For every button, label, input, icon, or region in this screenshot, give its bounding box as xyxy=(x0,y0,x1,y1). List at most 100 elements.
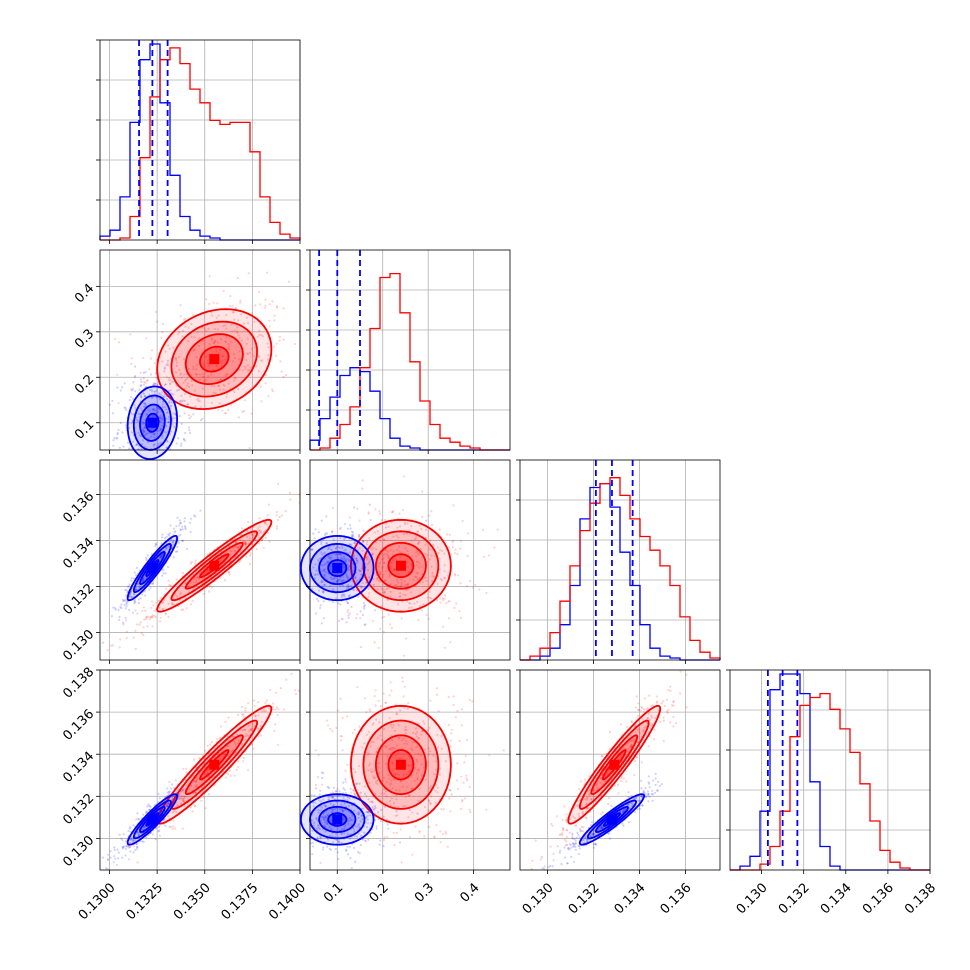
scatter-point-blue xyxy=(118,833,121,836)
scatter-point-blue xyxy=(321,564,324,567)
scatter-point-red xyxy=(573,817,576,820)
scatter-point-red xyxy=(426,764,429,767)
scatter-point-red xyxy=(233,353,236,356)
scatter-point-red xyxy=(266,531,269,534)
scatter-point-red xyxy=(224,552,227,555)
scatter-point-blue xyxy=(173,531,176,534)
scatter-point-red xyxy=(262,709,266,713)
scatter-point-blue xyxy=(357,595,360,598)
scatter-point-blue xyxy=(582,838,585,841)
scatter-point-blue xyxy=(170,404,173,407)
scatter-point-red xyxy=(402,475,405,478)
scatter-point-red xyxy=(233,329,236,332)
scatter-point-red xyxy=(250,412,253,415)
scatter-point-blue xyxy=(307,591,309,593)
scatter-point-blue xyxy=(129,838,133,841)
contour-blue xyxy=(299,793,375,846)
scatter-point-red xyxy=(241,743,244,746)
scatter-point-red xyxy=(365,711,368,714)
scatter-point-red xyxy=(354,770,357,774)
scatter-point-red xyxy=(367,595,370,599)
scatter-point-red xyxy=(600,755,604,758)
density-fill-red xyxy=(388,554,414,578)
scatter-point-red xyxy=(132,636,135,639)
scatter-point-blue xyxy=(120,837,123,840)
scatter-point-red xyxy=(398,585,401,588)
scatter-point-blue xyxy=(331,588,335,591)
scatter-point-blue xyxy=(368,503,371,506)
scatter-point-blue xyxy=(144,433,148,436)
scatter-point-blue xyxy=(366,814,369,817)
scatter-point-red xyxy=(221,359,224,362)
scatter-point-red xyxy=(193,758,196,761)
scatter-point-blue xyxy=(379,820,382,823)
scatter-point-blue xyxy=(343,593,346,596)
scatter-point-blue xyxy=(139,378,143,381)
scatter-point-red xyxy=(440,747,443,750)
scatter-point-blue xyxy=(347,568,350,571)
contour-red xyxy=(170,530,259,602)
scatter-point-blue xyxy=(329,557,332,560)
scatter-point-blue xyxy=(310,819,313,822)
scatter-point-blue xyxy=(165,408,168,411)
scatter-point-red xyxy=(634,760,637,763)
scatter-point-blue xyxy=(319,809,322,812)
scatter-point-red xyxy=(587,807,590,810)
scatter-point-blue xyxy=(377,818,380,821)
scatter-point-red xyxy=(367,822,370,825)
scatter-point-red xyxy=(268,540,271,543)
scatter-point-blue xyxy=(654,783,657,787)
scatter-point-red xyxy=(348,612,351,615)
scatter-point-red xyxy=(458,610,461,613)
scatter-point-blue xyxy=(347,616,350,620)
scatter-point-red xyxy=(399,525,402,528)
scatter-point-blue xyxy=(142,431,145,434)
scatter-point-red xyxy=(383,591,386,594)
scatter-point-red xyxy=(595,784,598,787)
scatter-point-blue xyxy=(140,380,143,384)
scatter-point-red xyxy=(174,371,177,374)
scatter-point-red xyxy=(257,714,260,717)
scatter-point-red xyxy=(346,763,349,767)
scatter-point-red xyxy=(250,347,253,350)
scatter-point-red xyxy=(407,816,410,819)
scatter-point-blue xyxy=(134,839,137,842)
scatter-point-red xyxy=(175,578,178,581)
scatter-point-red xyxy=(338,527,341,531)
scatter-point-blue xyxy=(113,846,116,849)
scatter-point-blue xyxy=(155,389,158,392)
scatter-point-red xyxy=(180,372,183,375)
scatter-point-red xyxy=(561,829,565,832)
scatter-point-blue xyxy=(149,586,152,589)
scatter-point-blue xyxy=(101,856,104,859)
scatter-point-blue xyxy=(326,845,329,848)
scatter-point-blue xyxy=(408,808,411,812)
scatter-point-red xyxy=(251,723,254,726)
scatter-point-red xyxy=(247,724,250,727)
scatter-point-red xyxy=(220,378,223,381)
scatter-point-red xyxy=(279,687,283,690)
scatter-point-blue xyxy=(114,607,117,610)
scatter-point-blue xyxy=(129,826,132,829)
scatter-point-red xyxy=(363,623,366,627)
scatter-point-blue xyxy=(157,830,160,833)
scatter-point-blue xyxy=(342,787,345,790)
scatter-point-red xyxy=(172,819,175,822)
scatter-point-blue xyxy=(310,842,312,845)
scatter-point-blue xyxy=(358,852,361,855)
contour-blue xyxy=(139,403,166,442)
scatter-point-red xyxy=(367,512,370,515)
scatter-point-red xyxy=(246,734,249,737)
scatter-point-red xyxy=(194,780,197,783)
scatter-point-red xyxy=(371,723,374,726)
scatter-point-blue xyxy=(117,609,120,612)
scatter-point-blue xyxy=(152,443,155,446)
scatter-point-red xyxy=(584,816,588,819)
scatter-point-red xyxy=(350,836,353,839)
scatter-point-red xyxy=(237,545,240,549)
scatter-point-red xyxy=(403,742,406,745)
scatter-point-blue xyxy=(169,389,172,392)
scatter-point-red xyxy=(419,754,422,757)
scatter-point-red xyxy=(600,813,603,816)
scatter-point-red xyxy=(142,606,145,609)
